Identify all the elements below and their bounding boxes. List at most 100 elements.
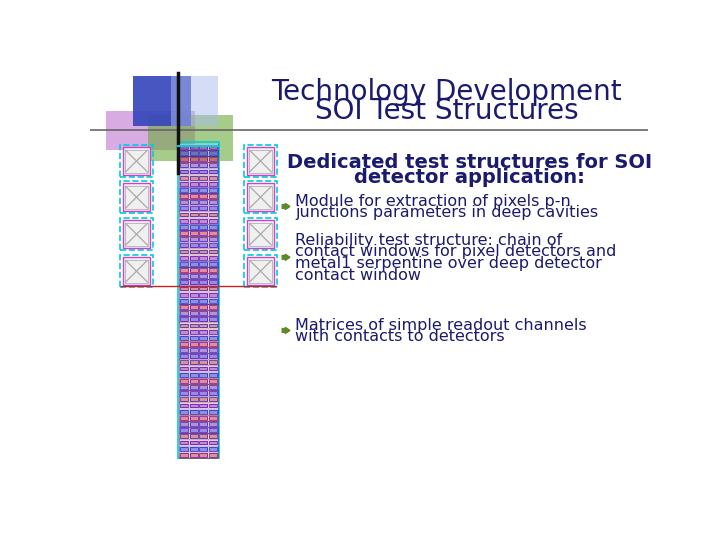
Bar <box>179 428 189 433</box>
Bar <box>209 231 217 235</box>
Bar <box>199 354 207 358</box>
Bar <box>199 231 208 235</box>
Bar <box>189 311 198 315</box>
Bar <box>180 330 188 334</box>
Bar <box>179 279 218 285</box>
Bar <box>199 366 208 371</box>
Bar <box>189 268 198 272</box>
Bar <box>179 156 218 162</box>
Bar <box>180 151 188 155</box>
Bar <box>120 145 153 177</box>
Bar <box>189 157 198 161</box>
Bar <box>209 403 217 408</box>
Bar <box>179 328 218 334</box>
Bar <box>199 342 208 346</box>
Bar <box>179 366 189 371</box>
Bar <box>179 310 218 316</box>
Bar <box>209 416 217 420</box>
Bar <box>179 261 218 267</box>
Bar <box>120 218 153 251</box>
Bar <box>209 261 217 266</box>
Bar <box>199 194 207 198</box>
Bar <box>189 317 198 322</box>
Text: contact windows for pixel detectors and: contact windows for pixel detectors and <box>295 245 617 259</box>
Bar <box>179 144 218 150</box>
Bar <box>199 249 207 253</box>
Bar <box>209 428 217 433</box>
FancyArrow shape <box>282 327 290 334</box>
Bar <box>209 422 217 426</box>
Bar <box>179 292 189 297</box>
Bar <box>209 410 217 414</box>
Bar <box>180 361 188 365</box>
Bar <box>189 280 198 284</box>
Bar <box>189 218 198 223</box>
Bar <box>246 220 274 248</box>
Bar <box>189 176 198 179</box>
Bar <box>209 299 217 303</box>
Bar <box>209 287 217 291</box>
Bar <box>189 145 198 148</box>
Bar <box>209 274 217 278</box>
Bar <box>180 206 188 211</box>
Bar <box>209 218 217 223</box>
Bar <box>199 416 207 420</box>
Text: Technology Development: Technology Development <box>271 78 622 106</box>
Bar <box>179 194 189 198</box>
Bar <box>209 145 217 149</box>
Bar <box>189 151 198 156</box>
Bar <box>189 231 198 235</box>
Bar <box>179 447 189 451</box>
Bar <box>179 360 189 364</box>
Bar <box>199 219 207 222</box>
Bar <box>178 142 220 457</box>
Bar <box>199 262 207 266</box>
Bar <box>209 280 217 285</box>
Bar <box>199 311 208 315</box>
Bar <box>199 348 207 352</box>
Bar <box>189 305 198 309</box>
Bar <box>209 323 217 327</box>
Bar <box>189 379 198 383</box>
Bar <box>180 170 188 173</box>
Bar <box>189 261 198 266</box>
Bar <box>199 256 207 260</box>
Bar <box>199 243 208 248</box>
Bar <box>189 280 198 285</box>
Bar <box>209 176 217 179</box>
Bar <box>189 342 198 346</box>
Bar <box>209 200 217 204</box>
Bar <box>199 447 208 451</box>
Bar <box>180 354 188 358</box>
Bar <box>179 286 189 291</box>
Bar <box>189 336 198 340</box>
Bar <box>189 348 198 353</box>
Bar <box>209 348 217 352</box>
Bar <box>189 292 198 297</box>
Bar <box>180 231 188 235</box>
Bar <box>179 273 218 279</box>
Bar <box>199 397 208 402</box>
Bar <box>199 453 207 457</box>
Bar <box>179 335 189 340</box>
Bar <box>180 182 188 186</box>
Bar <box>199 286 208 291</box>
Bar <box>199 392 207 395</box>
Bar <box>209 176 217 180</box>
Bar <box>199 428 208 433</box>
Bar <box>189 163 198 167</box>
Bar <box>179 390 218 396</box>
FancyArrow shape <box>282 204 290 210</box>
Bar <box>189 200 198 204</box>
Bar <box>189 157 198 161</box>
Bar <box>179 200 189 205</box>
Bar <box>179 359 218 365</box>
Bar <box>180 373 188 377</box>
Bar <box>199 249 208 254</box>
Bar <box>189 274 198 279</box>
Bar <box>189 330 198 334</box>
Bar <box>179 335 218 340</box>
Bar <box>180 268 188 272</box>
Bar <box>189 416 198 420</box>
Bar <box>189 434 198 438</box>
